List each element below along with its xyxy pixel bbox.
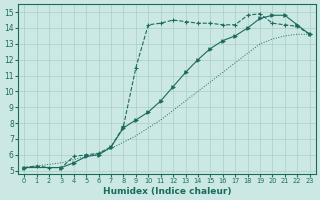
- X-axis label: Humidex (Indice chaleur): Humidex (Indice chaleur): [103, 187, 231, 196]
